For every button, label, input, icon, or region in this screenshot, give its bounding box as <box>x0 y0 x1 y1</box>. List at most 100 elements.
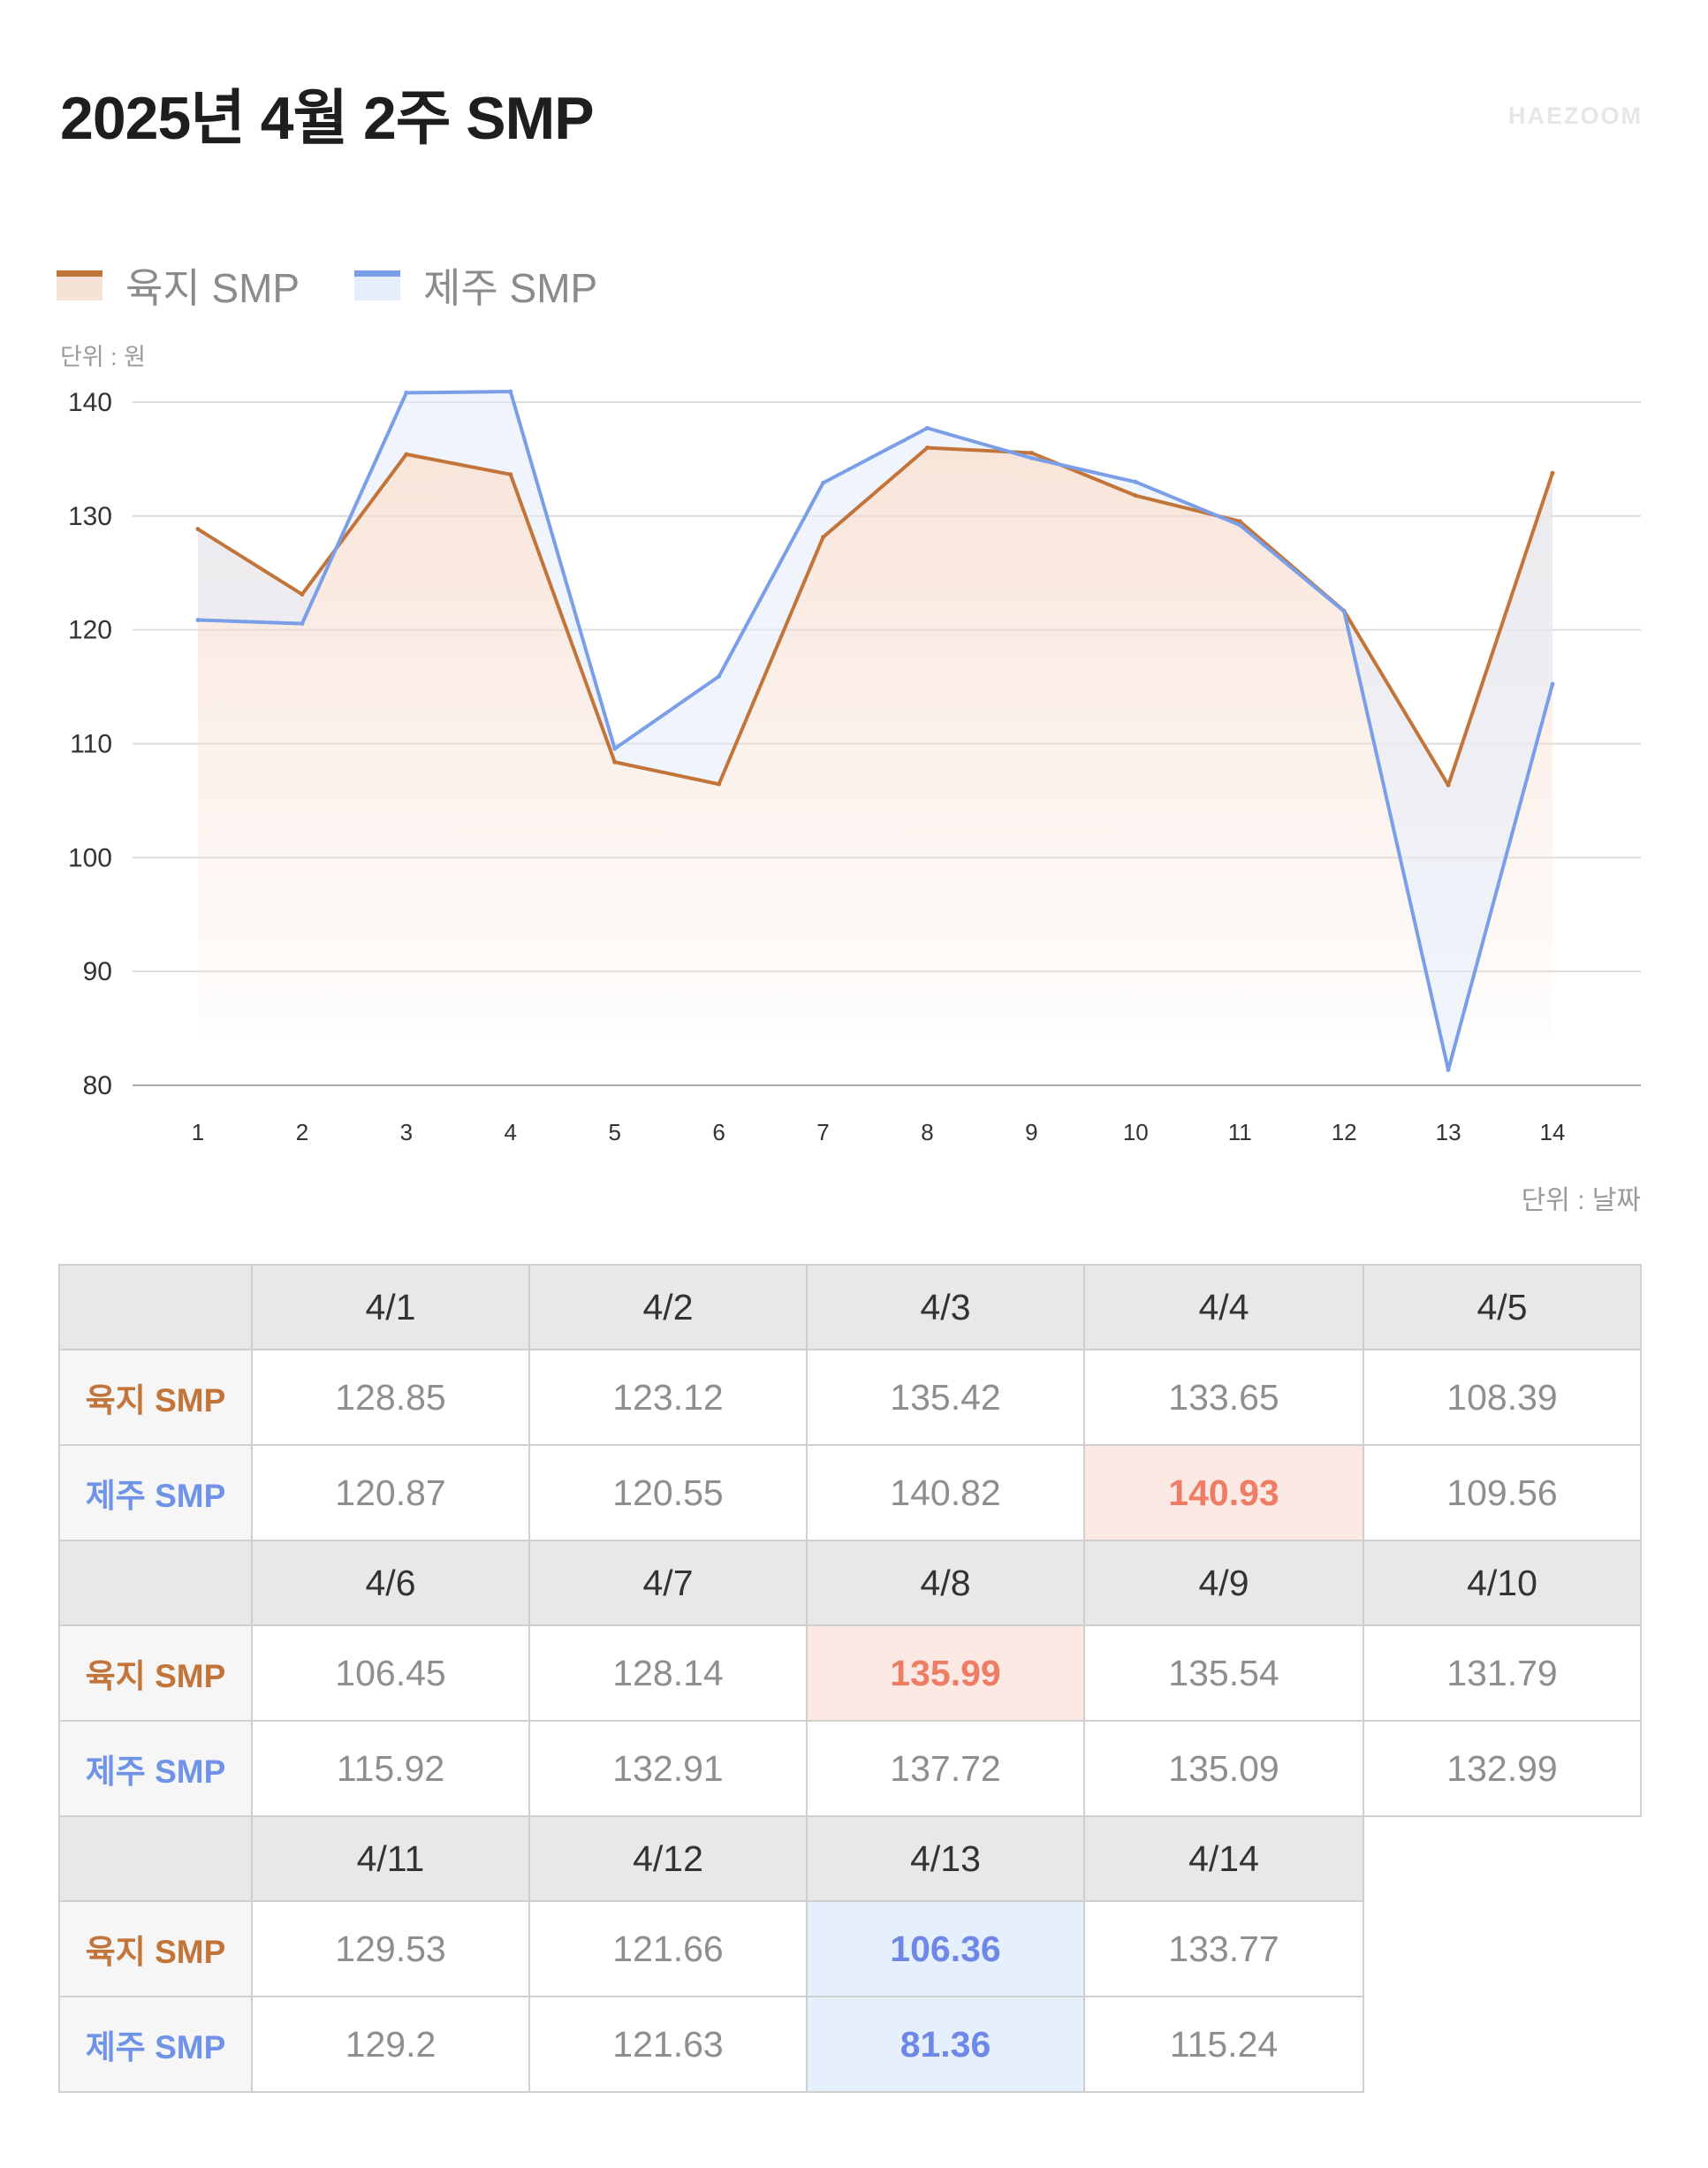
table-header-row: 4/11 4/12 4/13 4/14 <box>58 1815 1641 1902</box>
smp-value-cell: 121.63 <box>528 1996 808 2093</box>
point-land-7[interactable] <box>821 535 826 540</box>
point-land-3[interactable] <box>404 452 409 457</box>
smp-value-cell: 128.85 <box>251 1349 530 1446</box>
x-tick-label: 11 <box>1228 1119 1252 1145</box>
point-land-8[interactable] <box>924 445 930 451</box>
smp-value-cell: 123.12 <box>528 1349 808 1446</box>
y-tick-label: 140 <box>68 388 112 417</box>
point-jeju-11[interactable] <box>1237 522 1242 528</box>
smp-value-cell: 132.91 <box>528 1720 808 1817</box>
legend-label-land: 육지 SMP <box>125 265 300 311</box>
point-jeju-4[interactable] <box>508 389 513 394</box>
point-jeju-2[interactable] <box>300 621 305 627</box>
y-tick-label: 130 <box>68 502 112 531</box>
smp-value-cell: 132.99 <box>1363 1720 1642 1817</box>
point-land-10[interactable] <box>1133 493 1138 498</box>
legend-swatch-land <box>57 270 102 300</box>
date-header: 4/3 <box>806 1264 1085 1350</box>
date-header: 4/8 <box>806 1540 1085 1626</box>
point-land-14[interactable] <box>1550 470 1555 475</box>
smp-value-cell: 140.82 <box>806 1444 1085 1541</box>
empty-cell <box>1363 1901 1641 1997</box>
table-row: 육지 SMP 128.85 123.12 135.42 133.65 108.39 <box>58 1349 1642 1446</box>
x-tick-label: 12 <box>1332 1119 1357 1145</box>
point-land-2[interactable] <box>300 591 305 597</box>
row-label-jeju: 제주 SMP <box>58 1720 253 1817</box>
point-jeju-8[interactable] <box>924 425 930 430</box>
row-label-jeju: 제주 SMP <box>58 1996 253 2093</box>
table-row: 제주 SMP 120.87 120.55 140.82 140.93 109.56 <box>58 1444 1642 1541</box>
x-tick-label: 10 <box>1123 1119 1149 1145</box>
smp-value-cell: 135.99 <box>806 1624 1085 1722</box>
point-land-1[interactable] <box>195 527 201 532</box>
x-tick-label: 5 <box>608 1119 620 1145</box>
y-axis-ticks: 80 90 100 110 120 130 140 <box>68 388 112 1100</box>
date-header: 4/2 <box>528 1264 808 1350</box>
point-land-13[interactable] <box>1446 782 1451 787</box>
brand-logo: HAEZOOM <box>1508 103 1643 129</box>
legend-item-land[interactable]: 육지 SMP <box>57 256 300 315</box>
point-land-11[interactable] <box>1237 519 1242 524</box>
x-tick-label: 4 <box>505 1119 517 1145</box>
smp-value-cell: 115.92 <box>251 1720 530 1817</box>
date-header: 4/14 <box>1083 1815 1364 1902</box>
point-land-9[interactable] <box>1029 450 1034 455</box>
point-jeju-12[interactable] <box>1341 609 1347 614</box>
date-header: 4/11 <box>251 1815 530 1902</box>
date-header: 4/4 <box>1083 1264 1364 1350</box>
x-tick-label: 3 <box>400 1119 413 1145</box>
series-lines <box>196 390 1554 1072</box>
x-tick-label: 14 <box>1540 1119 1566 1145</box>
smp-value-cell: 121.66 <box>528 1900 808 1997</box>
smp-value-cell: 129.2 <box>251 1996 530 2093</box>
smp-value-cell: 106.36 <box>806 1900 1085 1997</box>
smp-value-cell: 140.93 <box>1083 1444 1364 1541</box>
point-jeju-10[interactable] <box>1133 479 1138 484</box>
legend-item-jeju[interactable]: 제주 SMP <box>354 256 597 315</box>
smp-value-cell: 133.65 <box>1083 1349 1364 1446</box>
point-land-5[interactable] <box>612 759 618 765</box>
smp-value-cell: 135.09 <box>1083 1720 1364 1817</box>
area-land <box>198 447 1552 1037</box>
empty-cell <box>1363 1997 1641 2092</box>
point-jeju-13[interactable] <box>1446 1067 1451 1072</box>
smp-value-cell: 120.87 <box>251 1444 530 1541</box>
y-tick-label: 80 <box>83 1071 112 1100</box>
table-row: 제주 SMP 115.92 132.91 137.72 135.09 132.99 <box>58 1720 1642 1817</box>
point-jeju-9[interactable] <box>1029 455 1034 460</box>
x-axis-ticks: 1 2 3 4 5 6 7 8 9 10 11 12 13 14 <box>192 1119 1566 1145</box>
row-label-land: 육지 SMP <box>58 1900 253 1997</box>
point-jeju-14[interactable] <box>1550 681 1555 687</box>
row-label-land: 육지 SMP <box>58 1624 253 1722</box>
x-tick-label: 2 <box>296 1119 308 1145</box>
table-corner-cell <box>58 1540 253 1626</box>
smp-value-cell: 135.54 <box>1083 1624 1364 1722</box>
series-points <box>195 389 1555 1072</box>
smp-data-table: 4/1 4/2 4/3 4/4 4/5 육지 SMP 128.85 123.12 135.42 1… <box>58 1264 1642 2093</box>
point-land-4[interactable] <box>508 472 513 477</box>
point-jeju-5[interactable] <box>612 746 618 751</box>
smp-value-cell: 137.72 <box>806 1720 1085 1817</box>
point-jeju-1[interactable] <box>195 617 201 622</box>
table-row: 육지 SMP 106.45 128.14 135.99 135.54 131.79 <box>58 1624 1642 1722</box>
x-tick-label: 13 <box>1436 1119 1461 1145</box>
series-line-jeju <box>197 390 1554 1072</box>
table-header-row: 4/6 4/7 4/8 4/9 4/10 <box>58 1540 1642 1626</box>
point-jeju-3[interactable] <box>404 390 409 395</box>
date-header: 4/13 <box>806 1815 1085 1902</box>
point-jeju-6[interactable] <box>717 673 722 679</box>
date-header: 4/12 <box>528 1815 808 1902</box>
smp-value-cell: 109.56 <box>1363 1444 1642 1541</box>
legend-swatch-jeju <box>354 270 401 300</box>
smp-value-cell: 129.53 <box>251 1900 530 1997</box>
point-land-6[interactable] <box>717 781 722 787</box>
x-tick-label: 1 <box>192 1119 204 1145</box>
smp-value-cell: 115.24 <box>1083 1996 1364 2093</box>
point-jeju-7[interactable] <box>821 480 826 485</box>
smp-value-cell: 108.39 <box>1363 1349 1642 1446</box>
y-tick-label: 90 <box>83 957 112 986</box>
y-tick-label: 110 <box>70 730 112 759</box>
row-label-jeju: 제주 SMP <box>58 1444 253 1541</box>
smp-value-cell: 81.36 <box>806 1996 1085 2093</box>
date-header: 4/1 <box>251 1264 530 1350</box>
